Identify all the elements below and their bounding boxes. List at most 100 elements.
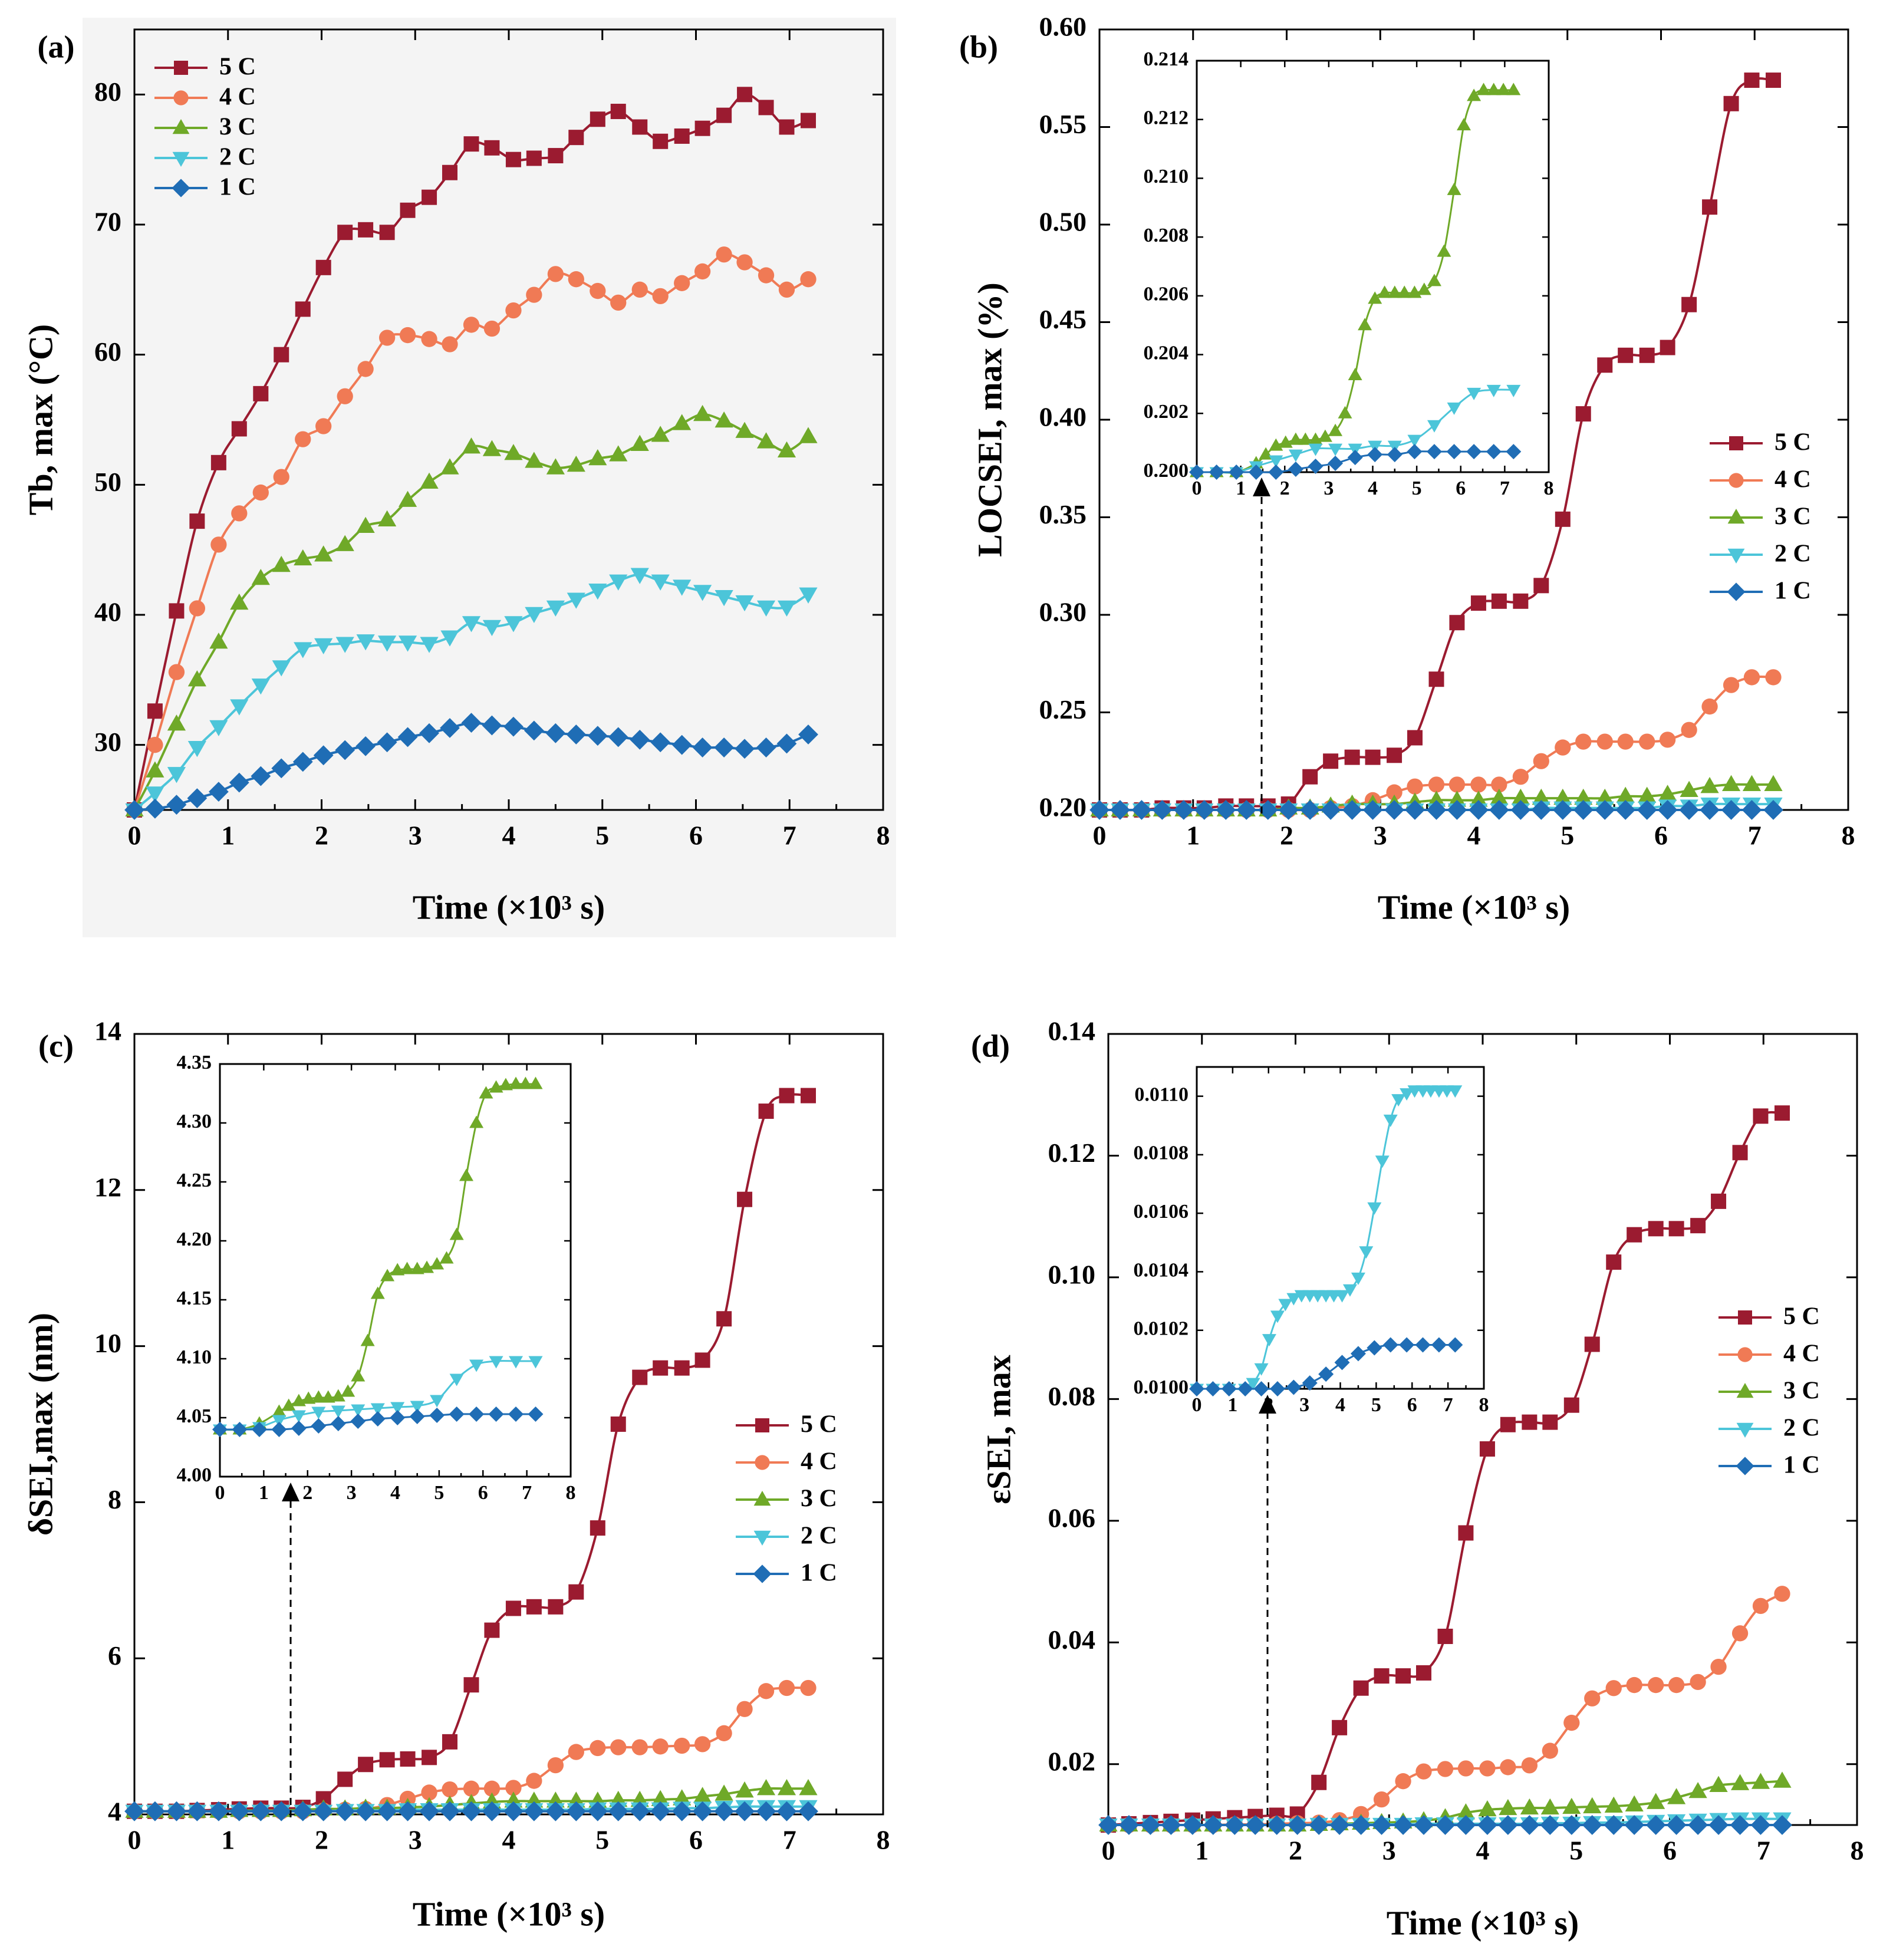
panel-a-point-2c [799, 587, 818, 604]
panel-d-point-1c [1371, 1815, 1392, 1835]
panel-d-xtick-label: 0 [1102, 1836, 1115, 1866]
legend-label: 5 C [801, 1411, 837, 1438]
inset-c: 0 1 2 3 4 5 6 7 8 4.00 4.05 4.10 4.15 4.20 4.25 4.30 4.3… [177, 1052, 576, 1504]
panel-b-point-3c [1742, 775, 1762, 792]
inset-c-xtick-label: 3 [347, 1482, 357, 1504]
panel-a-point-5c [400, 202, 416, 218]
inset-b-xtick-label: 2 [1280, 477, 1290, 499]
panel-b-point-1c [1637, 800, 1657, 820]
panel-c-point-3c [715, 1784, 733, 1801]
inset-d-ytick-label: 0.0102 [1134, 1318, 1189, 1340]
inset-c-point-2c [272, 1415, 287, 1428]
panel-b-point-4c [1575, 733, 1592, 750]
panel-a-point-2c [546, 600, 565, 617]
panel-b-point-4c [1448, 776, 1466, 793]
panel-a-point-2c [482, 620, 502, 637]
panel-c-point-3c [651, 1790, 670, 1806]
inset-c-point-3c [341, 1384, 355, 1397]
panel-d-point-3c [1709, 1775, 1728, 1792]
inset-c-point-1c [429, 1408, 445, 1423]
panel-d-point-5c [1479, 1441, 1495, 1457]
inset-b-xtick-label: 4 [1368, 477, 1378, 499]
panel-a-point-3c [420, 472, 439, 489]
panel-a-point-5c [737, 87, 753, 103]
panel-d-point-3c [1540, 1798, 1559, 1815]
panel-d-point-3c [1520, 1798, 1539, 1815]
panel-d-point-3c [1647, 1793, 1665, 1809]
inset-b-point-2c [1447, 402, 1461, 415]
panel-d-xtick-label: 2 [1289, 1836, 1302, 1866]
panel-a-point-5c [422, 189, 437, 205]
panel-d-point-4c [1626, 1676, 1642, 1694]
panel-a-point-1c [208, 782, 229, 802]
inset-c-point-1c [390, 1410, 406, 1425]
panel-c-point-1c [482, 1801, 502, 1821]
panel-d-point-1c [1624, 1815, 1645, 1835]
panel-d-point-4c [1479, 1760, 1496, 1777]
panel-d-point-1c [1750, 1815, 1771, 1835]
panel-c-point-1c [756, 1801, 776, 1821]
panel-d-point-4c [1731, 1625, 1749, 1642]
panel-c-point-3c [673, 1789, 692, 1806]
panel-c-point-5c [400, 1751, 416, 1767]
panel-c-ytick-label: 14 [94, 1016, 121, 1046]
legend-marker [1727, 509, 1745, 524]
inset-b-point-2c [1308, 443, 1323, 456]
panel-b-point-4c [1659, 732, 1676, 748]
panel-d-point-1c [1224, 1815, 1245, 1835]
inset-c-point-1c [508, 1406, 524, 1422]
panel-c-point-1c [187, 1801, 208, 1821]
legend-label: 2 C [1775, 541, 1811, 568]
panel-d-point-4c [1752, 1597, 1769, 1615]
panel-c-ytick-label: 8 [108, 1484, 121, 1514]
panel-b-xtick-label: 0 [1093, 821, 1107, 851]
panel-b-point-3c [1427, 790, 1446, 807]
inset-c-point-2c [331, 1405, 345, 1418]
panel-a-point-4c [800, 271, 817, 288]
panel-c-point-5c [801, 1088, 816, 1103]
inset-c-xtick-label: 8 [566, 1482, 576, 1504]
panel-a-point-3c [588, 449, 607, 466]
panel-a-point-2c [398, 635, 417, 652]
panel-a-point-4c [463, 317, 480, 333]
inset-c-ytick-label: 4.05 [177, 1405, 212, 1427]
legend-label: 5 C [1775, 429, 1811, 456]
inset-c-point-1c [370, 1411, 386, 1427]
panel-c-xtick-label: 3 [409, 1825, 422, 1855]
panel-c-point-1c [397, 1801, 418, 1821]
panel-b-point-5c [1428, 671, 1444, 687]
panel-d-ytick-label: 0.06 [1048, 1503, 1096, 1533]
panel-b-point-1c [1384, 800, 1404, 820]
panel-d-point-1c [1393, 1815, 1413, 1835]
panel-a-point-3c [693, 404, 712, 421]
panel-a-point-1c [735, 739, 755, 759]
panel-label-d: (d) [971, 1028, 1010, 1063]
panel-c-point-5c [568, 1584, 584, 1600]
panel-b-point-5c [1575, 406, 1591, 422]
panel-c-xtick-label: 7 [783, 1825, 796, 1855]
legend-label: 4 C [1775, 466, 1811, 493]
panel-a-point-1c [482, 715, 502, 736]
inset-c-point-3c [301, 1391, 316, 1404]
inset-b-point-1c [1367, 447, 1383, 463]
inset-b-point-3c [1467, 88, 1482, 101]
inset-b-xtick-label: 0 [1192, 477, 1202, 499]
panel-d-point-1c [1688, 1815, 1708, 1835]
inset-b-point-1c [1209, 465, 1224, 480]
inset-c-point-1c [271, 1422, 287, 1437]
inset-d-xtick-label: 5 [1371, 1394, 1381, 1416]
panel-b-point-4c [1533, 753, 1549, 769]
inset-c-ytick-label: 4.15 [177, 1287, 212, 1309]
legend-marker [173, 90, 189, 106]
inset-d-xtick-label: 7 [1443, 1394, 1453, 1416]
inset-d-point-1c [1399, 1337, 1415, 1353]
panel-d-point-5c [1584, 1336, 1600, 1352]
inset-b-xtick-label: 8 [1544, 477, 1554, 499]
panel-b-point-4c [1407, 778, 1423, 795]
panel-a-point-5c [463, 136, 479, 152]
panel-d-point-4c [1521, 1757, 1538, 1774]
panel-a-point-3c [335, 535, 354, 551]
panel-a-point-4c [652, 288, 669, 305]
panel-a-point-5c [189, 513, 205, 529]
